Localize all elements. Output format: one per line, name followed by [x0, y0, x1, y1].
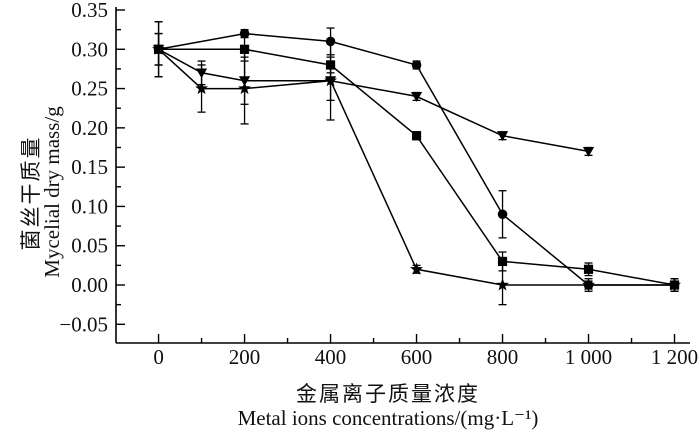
star-marker-icon: [152, 42, 166, 55]
x-tick-labels: 0 200 400 600 800 1 000 1 200: [153, 345, 698, 369]
y-tick-label: 0.25: [71, 77, 108, 101]
star-marker-icon: [324, 73, 338, 87]
triangle-down-marker-icon: [496, 131, 509, 142]
x-tick-label: 1 200: [651, 345, 698, 369]
y-axis-title-en: Mycelial dry mass/g: [40, 106, 64, 278]
series-square-error-bars: [154, 32, 679, 292]
x-tick-label: 600: [401, 345, 433, 369]
axis-ticks: [116, 9, 676, 343]
x-tick-label: 200: [229, 345, 261, 369]
series-star-line: [158, 48, 675, 286]
axes: [115, 7, 690, 344]
x-tick-label: 0: [153, 345, 164, 369]
y-tick-label: 0.00: [71, 273, 108, 297]
y-tick-label: −0.05: [59, 312, 108, 336]
y-tick-label: 0.10: [71, 194, 108, 218]
circle-marker-icon: [411, 60, 422, 70]
x-tick-label: 800: [487, 345, 519, 369]
triangle-down-marker-icon: [410, 92, 423, 102]
x-axis-title-en: Metal ions concentrations/(mg·L⁻¹): [237, 406, 539, 430]
y-tick-label: 0.30: [71, 37, 108, 61]
series-square-line: [158, 48, 675, 286]
star-marker-icon: [195, 81, 209, 95]
series-square: [153, 32, 680, 292]
series-square-markers: [153, 44, 680, 290]
circle-marker-icon: [239, 28, 250, 39]
square-marker-icon: [239, 44, 250, 54]
star-marker-icon: [238, 81, 252, 95]
square-marker-icon: [497, 256, 508, 267]
series-star: [152, 32, 681, 306]
y-tick-label: 0.35: [71, 0, 108, 22]
triangle-down-marker-icon: [582, 147, 595, 157]
y-tick-labels: −0.05 0.00 0.05 0.10 0.15 0.20 0.25 0.30 0.35: [59, 0, 108, 336]
y-tick-label: 0.05: [71, 234, 108, 258]
star-marker-icon: [582, 278, 595, 291]
x-axis-title-zh: 金属离子质量浓度: [296, 382, 480, 406]
star-marker-icon: [668, 278, 681, 291]
y-axis-title-zh: 菌丝干质量: [19, 135, 43, 251]
series-circle-markers: [153, 28, 680, 290]
square-marker-icon: [583, 264, 594, 274]
square-marker-icon: [411, 131, 422, 141]
series-circle-line: [158, 32, 675, 286]
x-tick-label: 400: [315, 345, 347, 369]
y-tick-label: 0.20: [71, 116, 108, 140]
star-marker-icon: [410, 262, 424, 275]
series-circle: [153, 21, 680, 292]
x-tick-label: 1 000: [565, 345, 612, 369]
y-tick-label: 0.15: [71, 155, 108, 179]
series-star-markers: [152, 42, 681, 291]
star-marker-icon: [496, 278, 509, 291]
circle-marker-icon: [497, 209, 508, 220]
